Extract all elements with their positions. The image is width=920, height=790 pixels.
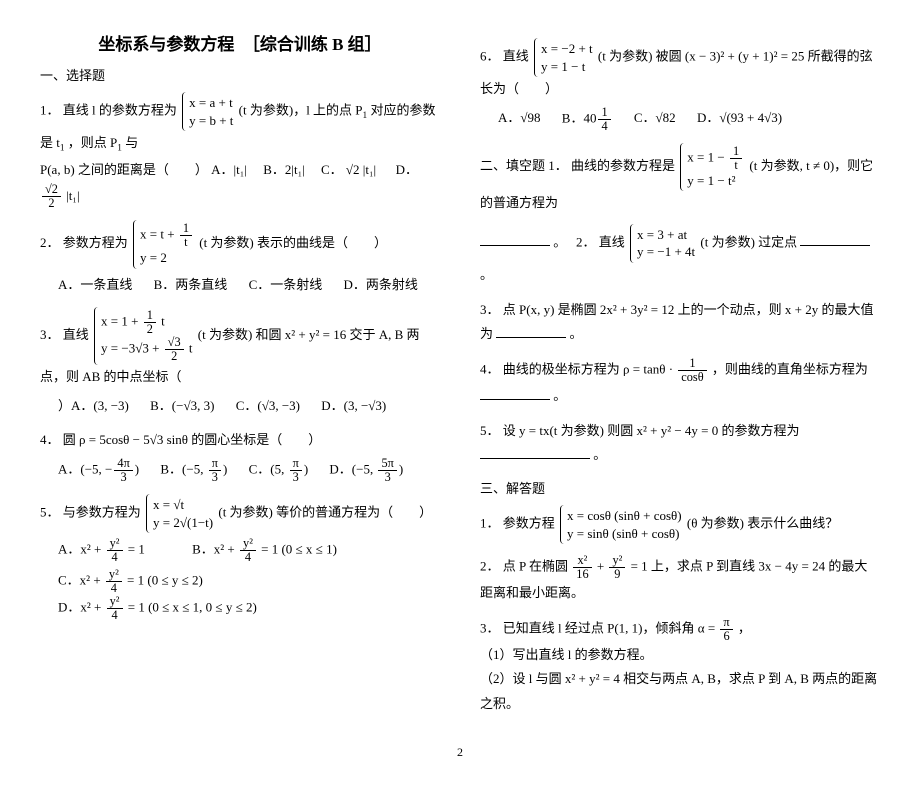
- q3-opt-a: ）A．(3, −3): [58, 394, 129, 419]
- question-4: 4． 圆 ρ = 5cosθ − 5√3 sinθ 的圆心坐标是（ ） A．(−…: [40, 428, 440, 484]
- q1-stem-b: (t 为参数)，l 上的点 P: [239, 103, 363, 118]
- f2-cases: x = 3 + at y = −1 + 4t: [630, 224, 695, 263]
- q1-opt-b: B．2|t₁|: [263, 162, 305, 177]
- q3-stem-a: 直线: [63, 327, 89, 342]
- q4-num: 4．: [40, 432, 60, 447]
- section-3-header: 三、解答题: [480, 478, 880, 497]
- question-1: 1． 直线 l 的参数方程为 x = a + t y = b + t (t 为参…: [40, 92, 440, 210]
- q1-case2: y = b + t: [189, 112, 233, 130]
- q4-opt-a: A．(−5, −4π3): [58, 457, 139, 484]
- question-5: 5． 与参数方程为 x = √t y = 2√(1−t) (t 为参数) 等价的…: [40, 494, 440, 622]
- q5-num: 5．: [40, 505, 60, 520]
- q5-opt-d: D．x² + y²4 = 1 (0 ≤ x ≤ 1, 0 ≤ y ≤ 2): [58, 595, 257, 622]
- fill-3: 3． 点 P(x, y) 是椭圆 2x² + 3y² = 12 上的一个动点，则…: [480, 298, 880, 347]
- a3-part2: （2）设 l 与圆 x² + y² = 4 相交与两点 A, B，求点 P 到 …: [480, 667, 880, 716]
- q6-stem-a: 直线: [503, 49, 529, 64]
- fill-1-blank: [480, 233, 550, 246]
- q4-opt-d: D．(−5, 5π3): [329, 457, 403, 484]
- question-6: 6． 直线 x = −2 + t y = 1 − t (t 为参数) 被圆 (x…: [480, 38, 880, 133]
- question-2: 2． 参数方程为 x = t + 1t y = 2 (t 为参数) 表示的曲线是…: [40, 220, 440, 297]
- right-column: 6． 直线 x = −2 + t y = 1 − t (t 为参数) 被圆 (x…: [480, 30, 880, 727]
- answer-3: 3． 已知直线 l 经过点 P(1, 1)，倾斜角 α = π6 ， （1）写出…: [480, 616, 880, 717]
- a2-num: 2．: [480, 558, 500, 573]
- q1-num: 1．: [40, 103, 60, 118]
- q3-opt-d: D．(3, −√3): [321, 394, 386, 419]
- f4-num: 4．: [480, 361, 500, 376]
- q2-num: 2．: [40, 235, 60, 250]
- q6-num: 6．: [480, 49, 500, 64]
- q5-opt-b: B．x² + y²4 = 1 (0 ≤ x ≤ 1): [192, 537, 337, 564]
- answer-1: 1． 参数方程 x = cosθ (sinθ + cosθ) y = sinθ …: [480, 505, 880, 544]
- q1-stem-d: ，则点 P: [68, 135, 117, 150]
- f4-stem-b: ，则曲线的直角坐标方程为: [712, 361, 868, 376]
- q2-cases: x = t + 1t y = 2: [133, 220, 194, 268]
- q5-opt-c: C．x² + y²4 = 1 (0 ≤ y ≤ 2): [58, 568, 203, 595]
- answer-2: 2． 点 P 在椭圆 x²16 + y²9 = 1 上，求点 P 到直线 3x …: [480, 554, 880, 606]
- q6-opt-a: A．√98: [498, 106, 541, 131]
- q4-opt-b: B．(−5, π3): [160, 457, 227, 484]
- q1-opt-c: C． √2 |t₁|: [321, 162, 379, 177]
- q6-cases: x = −2 + t y = 1 − t: [534, 38, 593, 77]
- section-2-header: 二、填空题: [480, 158, 545, 173]
- q5-stem-a: 与参数方程为: [63, 505, 141, 520]
- question-3: 3． 直线 x = 1 + 12 t y = −3√3 + √32 t (t 为…: [40, 307, 440, 418]
- f1-stem-a: 曲线的参数方程是: [571, 158, 675, 173]
- q3-cases: x = 1 + 12 t y = −3√3 + √32 t: [94, 307, 192, 365]
- q2-stem-a: 参数方程为: [63, 235, 128, 250]
- fill-3-blank: [496, 325, 566, 338]
- q5-cases: x = √t y = 2√(1−t): [146, 494, 213, 533]
- a3-stem-b: ，: [738, 620, 751, 635]
- fill-4-blank: [480, 387, 550, 400]
- f4-stem-a: 曲线的极坐标方程为 ρ = tanθ ·: [503, 361, 677, 376]
- f5-stem: 设 y = tx(t 为参数) 则圆 x² + y² − 4y = 0 的参数方…: [503, 423, 800, 438]
- q3-opt-c: C．(√3, −3): [236, 394, 300, 419]
- f2-stem-a: 直线: [599, 234, 625, 249]
- q1-stem-a: 直线 l 的参数方程为: [63, 103, 177, 118]
- q2-stem-b: (t 为参数) 表示的曲线是（ ）: [199, 235, 387, 250]
- q1-stem2: P(a, b) 之间的距离是（ ）: [40, 162, 208, 177]
- q1-case1: x = a + t: [189, 94, 233, 112]
- q2-opt-a: A．一条直线: [58, 273, 132, 298]
- q1-opt-a: A．|t₁|: [211, 162, 247, 177]
- q6-opt-b: B．4014: [562, 106, 613, 133]
- page-number: 2: [40, 745, 880, 760]
- f2-label: 2．: [576, 234, 596, 249]
- fill-4: 4． 曲线的极坐标方程为 ρ = tanθ · 1cosθ ，则曲线的直角坐标方…: [480, 357, 880, 409]
- a2-stem-a: 点 P 在椭圆: [503, 558, 572, 573]
- f3-num: 3．: [480, 302, 500, 317]
- q1-cases: x = a + t y = b + t: [182, 92, 233, 131]
- a1-num: 1．: [480, 515, 500, 530]
- left-column: 坐标系与参数方程 ［综合训练 B 组］ 一、选择题 1． 直线 l 的参数方程为…: [40, 30, 440, 727]
- a3-part1: （1）写出直线 l 的参数方程。: [480, 643, 880, 668]
- q4-opt-c: C．(5, π3): [249, 457, 309, 484]
- a1-stem-a: 参数方程: [503, 515, 555, 530]
- q2-opt-c: C．一条射线: [249, 273, 323, 298]
- q2-opt-d: D．两条射线: [343, 273, 417, 298]
- q5-stem-b: (t 为参数) 等价的普通方程为（ ）: [218, 505, 432, 520]
- q5-opt-a: A．x² + y²4 = 1: [58, 537, 145, 564]
- f5-num: 5．: [480, 423, 500, 438]
- fill-2-blank: [800, 233, 870, 246]
- fill-1b: 。 2． 直线 x = 3 + at y = −1 + 4t (t 为参数) 过…: [480, 224, 880, 288]
- a1-stem-b: (θ 为参数) 表示什么曲线？: [687, 515, 838, 530]
- q2-opt-b: B．两条直线: [154, 273, 228, 298]
- q6-opt-c: C．√82: [634, 106, 676, 131]
- section-1-header: 一、选择题: [40, 65, 440, 84]
- f1-cases: x = 1 − 1t y = 1 − t²: [680, 143, 744, 191]
- a3-num: 3．: [480, 620, 500, 635]
- page-title: 坐标系与参数方程 ［综合训练 B 组］: [40, 30, 440, 55]
- f1-label: 1．: [548, 158, 568, 173]
- a1-cases: x = cosθ (sinθ + cosθ) y = sinθ (sinθ + …: [560, 505, 682, 544]
- q1-stem-e: 与: [125, 135, 138, 150]
- q6-opt-d: D．√(93 + 4√3): [697, 106, 782, 131]
- f2-stem-b: (t 为参数) 过定点: [700, 234, 797, 249]
- a3-stem-a: 已知直线 l 经过点 P(1, 1)，倾斜角 α =: [503, 620, 719, 635]
- fill-5-blank: [480, 446, 590, 459]
- q3-opt-b: B．(−√3, 3): [150, 394, 214, 419]
- fill-5: 5． 设 y = tx(t 为参数) 则圆 x² + y² − 4y = 0 的…: [480, 419, 880, 468]
- q3-num: 3．: [40, 327, 60, 342]
- q4-stem: 圆 ρ = 5cosθ − 5√3 sinθ 的圆心坐标是（ ）: [63, 432, 322, 447]
